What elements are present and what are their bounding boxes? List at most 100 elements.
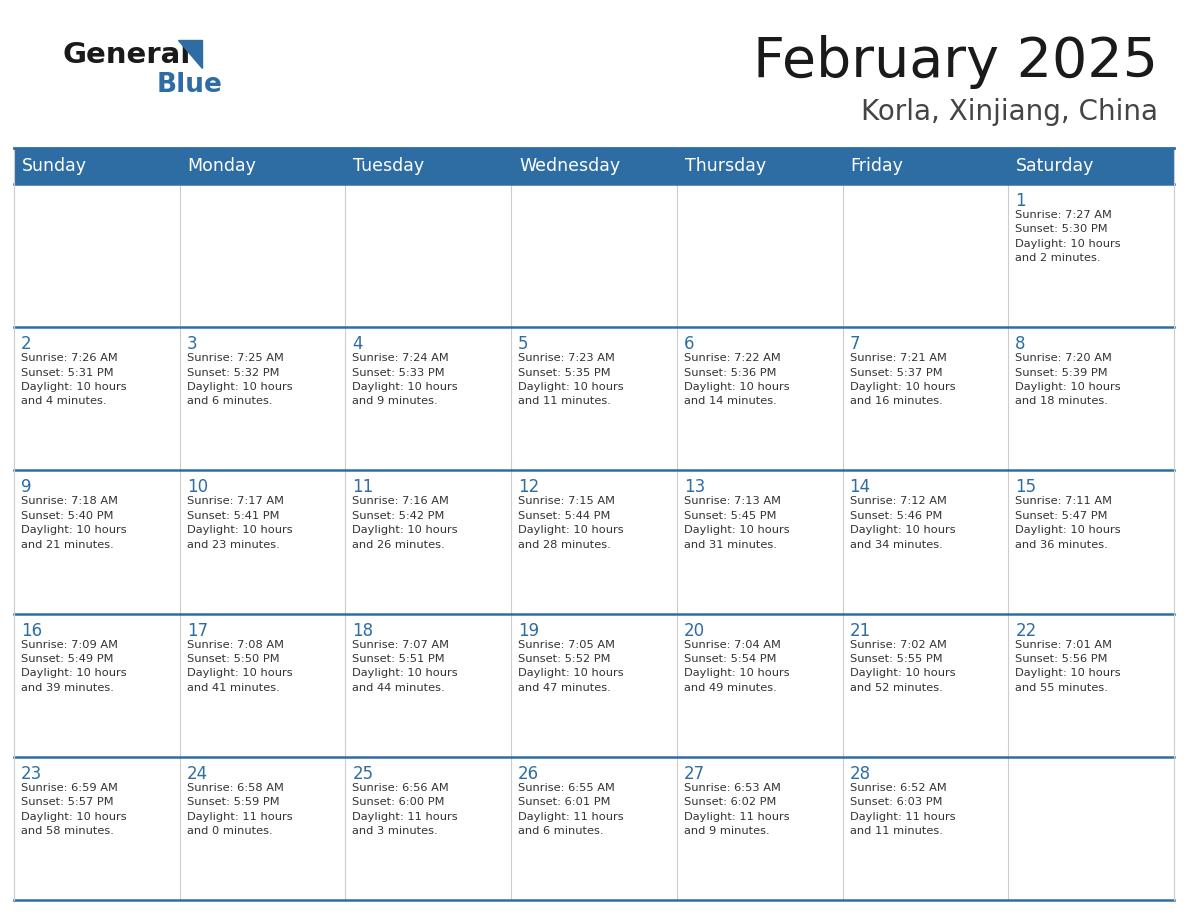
Text: Sunrise: 7:08 AM
Sunset: 5:50 PM
Daylight: 10 hours
and 41 minutes.: Sunrise: 7:08 AM Sunset: 5:50 PM Dayligh… (187, 640, 292, 693)
Bar (1009, 470, 1174, 613)
Text: Sunrise: 7:09 AM
Sunset: 5:49 PM
Daylight: 10 hours
and 39 minutes.: Sunrise: 7:09 AM Sunset: 5:49 PM Dayligh… (21, 640, 127, 693)
Bar (677, 470, 842, 613)
Text: Sunrise: 7:11 AM
Sunset: 5:47 PM
Daylight: 10 hours
and 36 minutes.: Sunrise: 7:11 AM Sunset: 5:47 PM Dayligh… (1016, 497, 1121, 550)
Bar (842, 756, 1009, 900)
Bar (346, 613, 511, 756)
Polygon shape (178, 40, 202, 68)
Text: 22: 22 (1016, 621, 1037, 640)
Bar (677, 184, 842, 327)
Text: Saturday: Saturday (1016, 157, 1094, 175)
Bar (179, 327, 346, 470)
Text: 24: 24 (187, 765, 208, 783)
Text: Sunrise: 7:23 AM
Sunset: 5:35 PM
Daylight: 10 hours
and 11 minutes.: Sunrise: 7:23 AM Sunset: 5:35 PM Dayligh… (518, 353, 624, 407)
Text: Sunrise: 7:17 AM
Sunset: 5:41 PM
Daylight: 10 hours
and 23 minutes.: Sunrise: 7:17 AM Sunset: 5:41 PM Dayligh… (187, 497, 292, 550)
Bar (346, 470, 511, 613)
Text: General: General (62, 41, 190, 69)
Bar (842, 613, 1009, 756)
Text: 25: 25 (353, 765, 373, 783)
Text: Sunrise: 6:58 AM
Sunset: 5:59 PM
Daylight: 11 hours
and 0 minutes.: Sunrise: 6:58 AM Sunset: 5:59 PM Dayligh… (187, 783, 292, 836)
Text: February 2025: February 2025 (753, 35, 1158, 89)
Bar (179, 613, 346, 756)
Bar (511, 327, 677, 470)
Text: 26: 26 (518, 765, 539, 783)
Text: 28: 28 (849, 765, 871, 783)
Text: 15: 15 (1016, 478, 1036, 497)
Bar (842, 470, 1009, 613)
Text: Sunrise: 6:59 AM
Sunset: 5:57 PM
Daylight: 10 hours
and 58 minutes.: Sunrise: 6:59 AM Sunset: 5:57 PM Dayligh… (21, 783, 127, 836)
Text: Tuesday: Tuesday (353, 157, 424, 175)
Text: Sunrise: 7:12 AM
Sunset: 5:46 PM
Daylight: 10 hours
and 34 minutes.: Sunrise: 7:12 AM Sunset: 5:46 PM Dayligh… (849, 497, 955, 550)
Text: 18: 18 (353, 621, 373, 640)
Bar (346, 184, 511, 327)
Text: 6: 6 (684, 335, 694, 353)
Text: Sunrise: 7:18 AM
Sunset: 5:40 PM
Daylight: 10 hours
and 21 minutes.: Sunrise: 7:18 AM Sunset: 5:40 PM Dayligh… (21, 497, 127, 550)
Text: 1: 1 (1016, 192, 1026, 210)
Bar (511, 184, 677, 327)
Text: Sunrise: 6:55 AM
Sunset: 6:01 PM
Daylight: 11 hours
and 6 minutes.: Sunrise: 6:55 AM Sunset: 6:01 PM Dayligh… (518, 783, 624, 836)
Bar (14, 470, 179, 613)
Bar (511, 613, 677, 756)
Text: Sunrise: 6:56 AM
Sunset: 6:00 PM
Daylight: 11 hours
and 3 minutes.: Sunrise: 6:56 AM Sunset: 6:00 PM Dayligh… (353, 783, 459, 836)
Text: Sunday: Sunday (23, 157, 87, 175)
Text: 2: 2 (21, 335, 32, 353)
Text: Korla, Xinjiang, China: Korla, Xinjiang, China (861, 98, 1158, 126)
Text: 8: 8 (1016, 335, 1025, 353)
Text: 7: 7 (849, 335, 860, 353)
Text: Sunrise: 7:02 AM
Sunset: 5:55 PM
Daylight: 10 hours
and 52 minutes.: Sunrise: 7:02 AM Sunset: 5:55 PM Dayligh… (849, 640, 955, 693)
Text: 27: 27 (684, 765, 704, 783)
Bar (14, 148, 1174, 184)
Text: Thursday: Thursday (684, 157, 766, 175)
Text: Sunrise: 7:20 AM
Sunset: 5:39 PM
Daylight: 10 hours
and 18 minutes.: Sunrise: 7:20 AM Sunset: 5:39 PM Dayligh… (1016, 353, 1121, 407)
Text: Sunrise: 7:16 AM
Sunset: 5:42 PM
Daylight: 10 hours
and 26 minutes.: Sunrise: 7:16 AM Sunset: 5:42 PM Dayligh… (353, 497, 459, 550)
Text: 21: 21 (849, 621, 871, 640)
Text: Friday: Friday (851, 157, 903, 175)
Text: Sunrise: 7:05 AM
Sunset: 5:52 PM
Daylight: 10 hours
and 47 minutes.: Sunrise: 7:05 AM Sunset: 5:52 PM Dayligh… (518, 640, 624, 693)
Bar (677, 756, 842, 900)
Text: 3: 3 (187, 335, 197, 353)
Text: Sunrise: 7:22 AM
Sunset: 5:36 PM
Daylight: 10 hours
and 14 minutes.: Sunrise: 7:22 AM Sunset: 5:36 PM Dayligh… (684, 353, 790, 407)
Bar (1009, 613, 1174, 756)
Bar (842, 327, 1009, 470)
Text: Wednesday: Wednesday (519, 157, 620, 175)
Bar (677, 613, 842, 756)
Bar (677, 327, 842, 470)
Text: Sunrise: 7:25 AM
Sunset: 5:32 PM
Daylight: 10 hours
and 6 minutes.: Sunrise: 7:25 AM Sunset: 5:32 PM Dayligh… (187, 353, 292, 407)
Text: 10: 10 (187, 478, 208, 497)
Bar (179, 470, 346, 613)
Text: 4: 4 (353, 335, 362, 353)
Text: Sunrise: 7:01 AM
Sunset: 5:56 PM
Daylight: 10 hours
and 55 minutes.: Sunrise: 7:01 AM Sunset: 5:56 PM Dayligh… (1016, 640, 1121, 693)
Text: 9: 9 (21, 478, 32, 497)
Text: Sunrise: 7:13 AM
Sunset: 5:45 PM
Daylight: 10 hours
and 31 minutes.: Sunrise: 7:13 AM Sunset: 5:45 PM Dayligh… (684, 497, 790, 550)
Text: 12: 12 (518, 478, 539, 497)
Text: Sunrise: 7:26 AM
Sunset: 5:31 PM
Daylight: 10 hours
and 4 minutes.: Sunrise: 7:26 AM Sunset: 5:31 PM Dayligh… (21, 353, 127, 407)
Text: Sunrise: 7:15 AM
Sunset: 5:44 PM
Daylight: 10 hours
and 28 minutes.: Sunrise: 7:15 AM Sunset: 5:44 PM Dayligh… (518, 497, 624, 550)
Bar (14, 327, 179, 470)
Text: 11: 11 (353, 478, 374, 497)
Text: Sunrise: 7:21 AM
Sunset: 5:37 PM
Daylight: 10 hours
and 16 minutes.: Sunrise: 7:21 AM Sunset: 5:37 PM Dayligh… (849, 353, 955, 407)
Bar (346, 327, 511, 470)
Text: 13: 13 (684, 478, 706, 497)
Bar (14, 148, 1174, 900)
Bar (1009, 327, 1174, 470)
Bar (346, 756, 511, 900)
Bar (511, 470, 677, 613)
Text: Sunrise: 7:24 AM
Sunset: 5:33 PM
Daylight: 10 hours
and 9 minutes.: Sunrise: 7:24 AM Sunset: 5:33 PM Dayligh… (353, 353, 459, 407)
Text: Blue: Blue (157, 72, 223, 98)
Text: 5: 5 (518, 335, 529, 353)
Text: Sunrise: 7:27 AM
Sunset: 5:30 PM
Daylight: 10 hours
and 2 minutes.: Sunrise: 7:27 AM Sunset: 5:30 PM Dayligh… (1016, 210, 1121, 263)
Bar (511, 756, 677, 900)
Text: Sunrise: 6:52 AM
Sunset: 6:03 PM
Daylight: 11 hours
and 11 minutes.: Sunrise: 6:52 AM Sunset: 6:03 PM Dayligh… (849, 783, 955, 836)
Bar (14, 613, 179, 756)
Text: 19: 19 (518, 621, 539, 640)
Text: 16: 16 (21, 621, 42, 640)
Text: 20: 20 (684, 621, 704, 640)
Bar (1009, 184, 1174, 327)
Text: 23: 23 (21, 765, 43, 783)
Bar (179, 756, 346, 900)
Bar (842, 184, 1009, 327)
Text: 14: 14 (849, 478, 871, 497)
Text: Sunrise: 7:07 AM
Sunset: 5:51 PM
Daylight: 10 hours
and 44 minutes.: Sunrise: 7:07 AM Sunset: 5:51 PM Dayligh… (353, 640, 459, 693)
Text: Monday: Monday (188, 157, 257, 175)
Text: Sunrise: 7:04 AM
Sunset: 5:54 PM
Daylight: 10 hours
and 49 minutes.: Sunrise: 7:04 AM Sunset: 5:54 PM Dayligh… (684, 640, 790, 693)
Bar (1009, 756, 1174, 900)
